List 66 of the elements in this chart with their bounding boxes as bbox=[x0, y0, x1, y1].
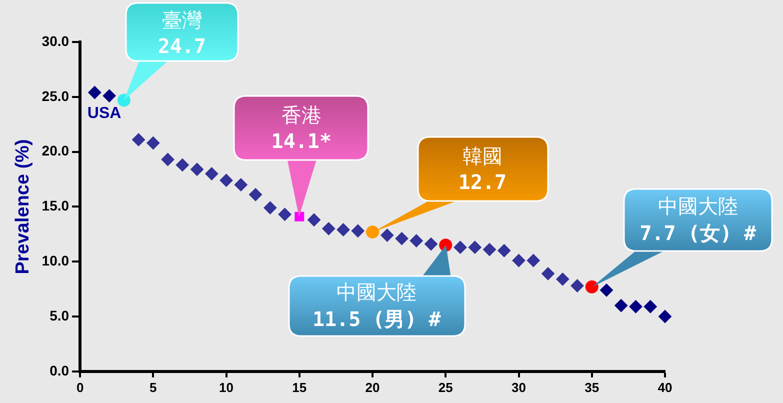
point bbox=[351, 224, 364, 238]
point bbox=[278, 208, 292, 221]
x-tick-label: 5 bbox=[150, 380, 157, 395]
speech-balloon: 香港 14.1* bbox=[232, 94, 370, 219]
point bbox=[424, 238, 438, 251]
speech-balloon: 中國大陸 11.5 (男) # bbox=[286, 243, 467, 338]
point bbox=[410, 234, 423, 248]
speech-balloon: 韓國 12.7 bbox=[370, 134, 550, 234]
point bbox=[585, 280, 598, 294]
point bbox=[264, 201, 277, 214]
point bbox=[366, 225, 380, 238]
y-tick-label: 20.0 bbox=[42, 142, 70, 159]
point bbox=[249, 188, 262, 202]
point bbox=[512, 254, 526, 267]
point bbox=[234, 178, 248, 192]
point bbox=[220, 174, 233, 187]
point bbox=[308, 213, 321, 226]
point bbox=[570, 279, 584, 292]
point bbox=[483, 243, 496, 256]
point bbox=[498, 244, 511, 258]
annotation: 香港 14.1* bbox=[271, 102, 332, 154]
annotation: 中國大陸 11.5 (男) # bbox=[312, 279, 441, 334]
point bbox=[644, 300, 657, 314]
annotation: 臺灣 24.7 bbox=[158, 6, 206, 58]
point bbox=[161, 152, 174, 166]
annotation: 韓國 12.7 bbox=[458, 143, 507, 194]
y-tick-label: 15.0 bbox=[42, 198, 70, 214]
point bbox=[526, 254, 540, 267]
y-tick-label: 25.0 bbox=[42, 88, 70, 104]
x-tick-label: 25 bbox=[438, 380, 453, 395]
point bbox=[146, 136, 160, 150]
point bbox=[117, 94, 130, 107]
point bbox=[190, 162, 204, 176]
point bbox=[629, 300, 642, 314]
point bbox=[600, 284, 614, 297]
y-tick-label: 5.0 bbox=[50, 307, 70, 324]
point bbox=[380, 228, 394, 242]
point bbox=[658, 310, 672, 323]
speech-balloon: 臺灣 24.7 bbox=[122, 1, 240, 102]
x-tick-label: 40 bbox=[658, 380, 672, 395]
x-tick-label: 10 bbox=[219, 380, 234, 395]
point bbox=[294, 212, 304, 222]
x-tick-label: 30 bbox=[512, 380, 526, 395]
point bbox=[542, 267, 555, 280]
x-tick-label: 20 bbox=[365, 380, 380, 395]
point bbox=[614, 299, 628, 312]
point bbox=[205, 167, 218, 180]
annotation: USA bbox=[87, 105, 122, 122]
point bbox=[322, 222, 336, 236]
point bbox=[176, 158, 189, 172]
point bbox=[395, 232, 408, 246]
point bbox=[88, 86, 102, 100]
point bbox=[468, 240, 482, 254]
y-tick-label: 30.0 bbox=[42, 32, 70, 49]
x-tick-label: 0 bbox=[76, 380, 84, 395]
point bbox=[336, 223, 350, 236]
y-tick-label: 0.0 bbox=[50, 362, 70, 378]
point bbox=[102, 89, 116, 102]
x-tick-label: 15 bbox=[292, 380, 307, 395]
annotation: 中國大陸 7.7 (女) # bbox=[640, 192, 756, 247]
point bbox=[132, 133, 146, 146]
point bbox=[454, 240, 467, 254]
y-tick-label: 10.0 bbox=[42, 252, 70, 268]
point bbox=[556, 272, 570, 286]
y-axis-title: Prevalence (%) bbox=[12, 139, 34, 274]
x-tick-label: 35 bbox=[584, 380, 600, 395]
